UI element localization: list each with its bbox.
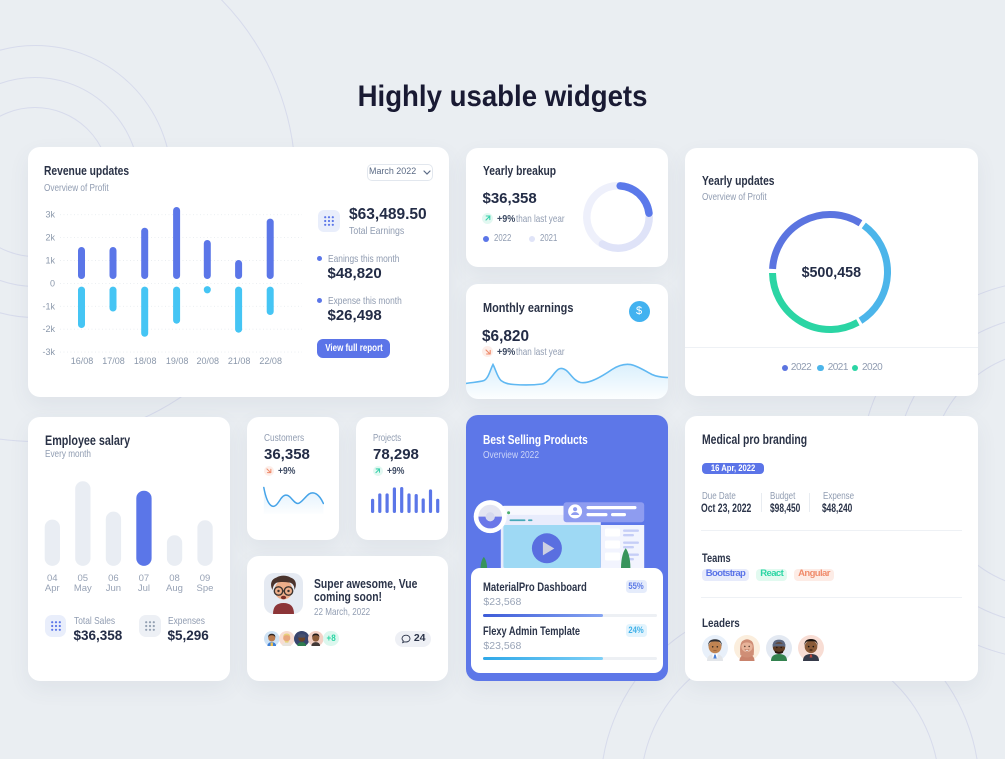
svg-text:Jun: Jun: [106, 583, 121, 594]
svg-text:07: 07: [139, 573, 150, 584]
svg-text:06: 06: [108, 573, 119, 584]
svg-text:Spe: Spe: [197, 583, 214, 594]
svg-text:17/08: 17/08: [102, 356, 125, 366]
svg-text:May: May: [74, 583, 92, 594]
svg-text:09: 09: [200, 573, 211, 584]
svg-text:08: 08: [169, 573, 180, 584]
svg-text:Apr: Apr: [45, 583, 60, 594]
svg-text:-3k: -3k: [42, 347, 55, 357]
svg-text:3k: 3k: [45, 210, 55, 220]
svg-text:-2k: -2k: [42, 324, 55, 334]
svg-text:18/08: 18/08: [134, 356, 157, 366]
svg-text:22/08: 22/08: [259, 356, 282, 366]
svg-text:-1k: -1k: [42, 301, 55, 311]
svg-text:21/08: 21/08: [228, 356, 251, 366]
svg-text:19/08: 19/08: [166, 356, 189, 366]
svg-text:20/08: 20/08: [197, 356, 220, 366]
svg-text:0: 0: [50, 278, 55, 288]
svg-text:16/08: 16/08: [71, 356, 94, 366]
svg-text:04: 04: [47, 573, 58, 584]
svg-text:Aug: Aug: [166, 583, 183, 594]
svg-text:05: 05: [78, 573, 89, 584]
svg-text:2k: 2k: [45, 233, 55, 243]
svg-text:1k: 1k: [45, 256, 55, 266]
svg-text:Jul: Jul: [138, 583, 150, 594]
